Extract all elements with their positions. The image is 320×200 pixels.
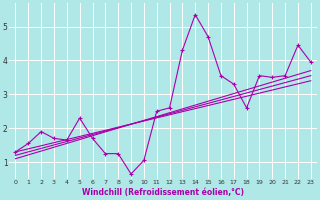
X-axis label: Windchill (Refroidissement éolien,°C): Windchill (Refroidissement éolien,°C) — [82, 188, 244, 197]
